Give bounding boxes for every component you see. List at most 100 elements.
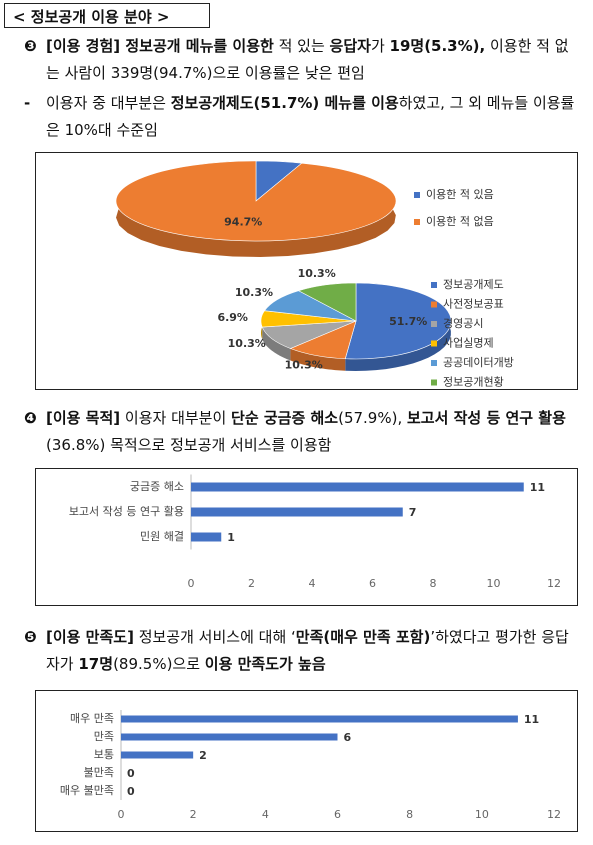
data-label: 10.3% bbox=[298, 267, 336, 280]
legend-swatch bbox=[414, 219, 420, 225]
y-tick-label: 보통 bbox=[94, 748, 114, 761]
pie-slice bbox=[115, 160, 397, 242]
x-tick-label: 6 bbox=[334, 808, 341, 821]
bar bbox=[121, 733, 338, 741]
legend-swatch bbox=[431, 301, 437, 308]
x-tick-label: 12 bbox=[547, 808, 561, 821]
x-tick-label: 12 bbox=[547, 577, 561, 590]
legend-label: 이용한 적 있음 bbox=[426, 188, 494, 201]
data-label: 10.3% bbox=[285, 359, 323, 372]
y-tick-label: 매우 불만족 bbox=[60, 784, 114, 797]
data-label: 51.7% bbox=[389, 315, 427, 328]
legend-label: 공공데이터개방 bbox=[443, 356, 514, 369]
legend-swatch bbox=[431, 360, 437, 366]
x-tick-label: 4 bbox=[309, 577, 316, 590]
legend-swatch bbox=[414, 192, 420, 198]
bar-chart-box: 0 2 4 6 8 10 12 매우 만족 11 만족 6 보통 2 불만족 0 매우 불만족 0 bbox=[35, 690, 578, 832]
legend-swatch bbox=[431, 340, 437, 347]
text-run: 19명(5.3%), bbox=[389, 37, 486, 55]
marker: ❺ bbox=[24, 628, 37, 646]
text-run: [이용 목적] bbox=[46, 409, 121, 427]
text-run: 적 있는 bbox=[273, 37, 330, 55]
bar bbox=[121, 715, 518, 723]
legend-swatch bbox=[431, 282, 437, 288]
data-label: 10.3% bbox=[235, 286, 273, 299]
text-run: 하였고, 그 외 메뉴들 이용률은 10%대 수준임 bbox=[46, 94, 575, 139]
data-label: 2 bbox=[199, 749, 207, 762]
section-header: < 정보공개 이용 분야 > bbox=[4, 3, 210, 28]
text-run: 이용자 대부분이 bbox=[120, 409, 232, 427]
text-run: (57.9%), bbox=[338, 409, 407, 427]
x-tick-label: 0 bbox=[118, 808, 125, 821]
legend-label: 이용한 적 없음 bbox=[426, 215, 494, 228]
text-run: [이용 경험] 정보공개 메뉴를 이용한 bbox=[46, 37, 274, 55]
x-tick-label: 10 bbox=[487, 577, 501, 590]
y-tick-label: 궁금증 해소 bbox=[130, 479, 184, 493]
text-run: 응답자 bbox=[329, 37, 371, 55]
paragraph: - 이용자 중 대부분은 정보공개제도(51.7%) 메뉴를 이용하였고, 그 외… bbox=[20, 90, 582, 144]
text-run: (89.5%)으로 bbox=[113, 655, 205, 673]
text-run: 이용 만족도가 높음 bbox=[204, 655, 326, 673]
x-tick-label: 10 bbox=[475, 808, 489, 821]
bar bbox=[191, 482, 524, 492]
legend-label: 사업실명제 bbox=[443, 337, 494, 350]
legend-label: 경영공시 bbox=[443, 317, 483, 330]
pie-slice-side bbox=[262, 327, 291, 361]
pie-slice bbox=[297, 282, 357, 322]
data-label: 7 bbox=[409, 506, 417, 519]
marker: ❸ bbox=[24, 37, 37, 55]
y-tick-label: 불만족 bbox=[84, 766, 114, 779]
paragraph: ❹ [이용 목적] 이용자 대부분이 단순 궁금증 해소(57.9%), 보고서 … bbox=[20, 405, 582, 459]
text-run: (36.8%) 목적으로 정보공개 서비스를 이용함 bbox=[46, 436, 332, 454]
x-tick-label: 8 bbox=[430, 577, 437, 590]
text-run: 정보공개제도(51.7%) 메뉴를 이용 bbox=[170, 94, 399, 112]
y-tick-label: 매우 만족 bbox=[70, 712, 114, 725]
text-run: [이용 만족도] bbox=[46, 628, 134, 646]
bar bbox=[191, 532, 222, 542]
x-tick-label: 2 bbox=[248, 577, 255, 590]
text-run: 만족(매우 만족 포함) bbox=[295, 628, 431, 646]
text-run: ’하였다고 평가한 응답자가 bbox=[46, 628, 569, 673]
data-label: 10.3% bbox=[228, 337, 266, 350]
y-tick-label: 만족 bbox=[94, 730, 114, 743]
text-run: 보고서 작성 등 연구 활용 bbox=[407, 409, 566, 427]
x-tick-label: 8 bbox=[406, 808, 413, 821]
text-run: 이용한 적 없는 사람이 339명(94.7%)으로 이용률은 낮은 편임 bbox=[46, 37, 569, 82]
marker: - bbox=[24, 94, 31, 112]
legend-swatch bbox=[431, 321, 437, 327]
bar bbox=[121, 751, 194, 759]
text-run: 이용자 중 대부분은 bbox=[46, 94, 171, 112]
data-label: 1 bbox=[227, 531, 235, 544]
legend-swatch bbox=[431, 379, 437, 386]
data-label: 0 bbox=[127, 767, 135, 780]
text-run: 가 bbox=[370, 37, 390, 55]
paragraph: ❺ [이용 만족도] 정보공개 서비스에 대해 ‘만족(매우 만족 포함)’하였다… bbox=[20, 624, 582, 678]
data-label: 6 bbox=[344, 731, 352, 744]
y-tick-label: 민원 해결 bbox=[140, 529, 184, 543]
x-tick-label: 2 bbox=[190, 808, 197, 821]
bar bbox=[191, 507, 403, 517]
data-label: 94.7% bbox=[224, 216, 262, 229]
bar-chart-box: 0 2 4 6 8 10 12 궁금증 해소 11 보고서 작성 등 연구 활용 7 민원 해결 1 bbox=[35, 468, 578, 606]
data-label: 11 bbox=[524, 713, 539, 726]
marker: ❹ bbox=[24, 409, 37, 427]
paragraph: ❸ [이용 경험] 정보공개 메뉴를 이용한 적 있는 응답자가 19명(5.3%… bbox=[20, 33, 582, 87]
data-label: 5.3% bbox=[271, 152, 302, 156]
data-label: 6.9% bbox=[217, 311, 248, 324]
pie-slice-side bbox=[290, 348, 346, 371]
legend-label: 사전정보공표 bbox=[443, 298, 504, 311]
x-tick-label: 4 bbox=[262, 808, 269, 821]
x-tick-label: 0 bbox=[188, 577, 195, 590]
x-tick-label: 6 bbox=[369, 577, 376, 590]
legend-label: 정보공개제도 bbox=[443, 278, 504, 291]
data-label: 0 bbox=[127, 785, 135, 798]
text-run: 단순 궁금증 해소 bbox=[231, 409, 339, 427]
y-tick-label: 보고서 작성 등 연구 활용 bbox=[69, 504, 184, 518]
pie-slice bbox=[344, 282, 452, 360]
text-run: 17명 bbox=[78, 655, 114, 673]
text-run: 정보공개 서비스에 대해 ‘ bbox=[133, 628, 296, 646]
legend-label: 정보공개현황 bbox=[443, 376, 504, 389]
data-label: 11 bbox=[530, 481, 545, 494]
